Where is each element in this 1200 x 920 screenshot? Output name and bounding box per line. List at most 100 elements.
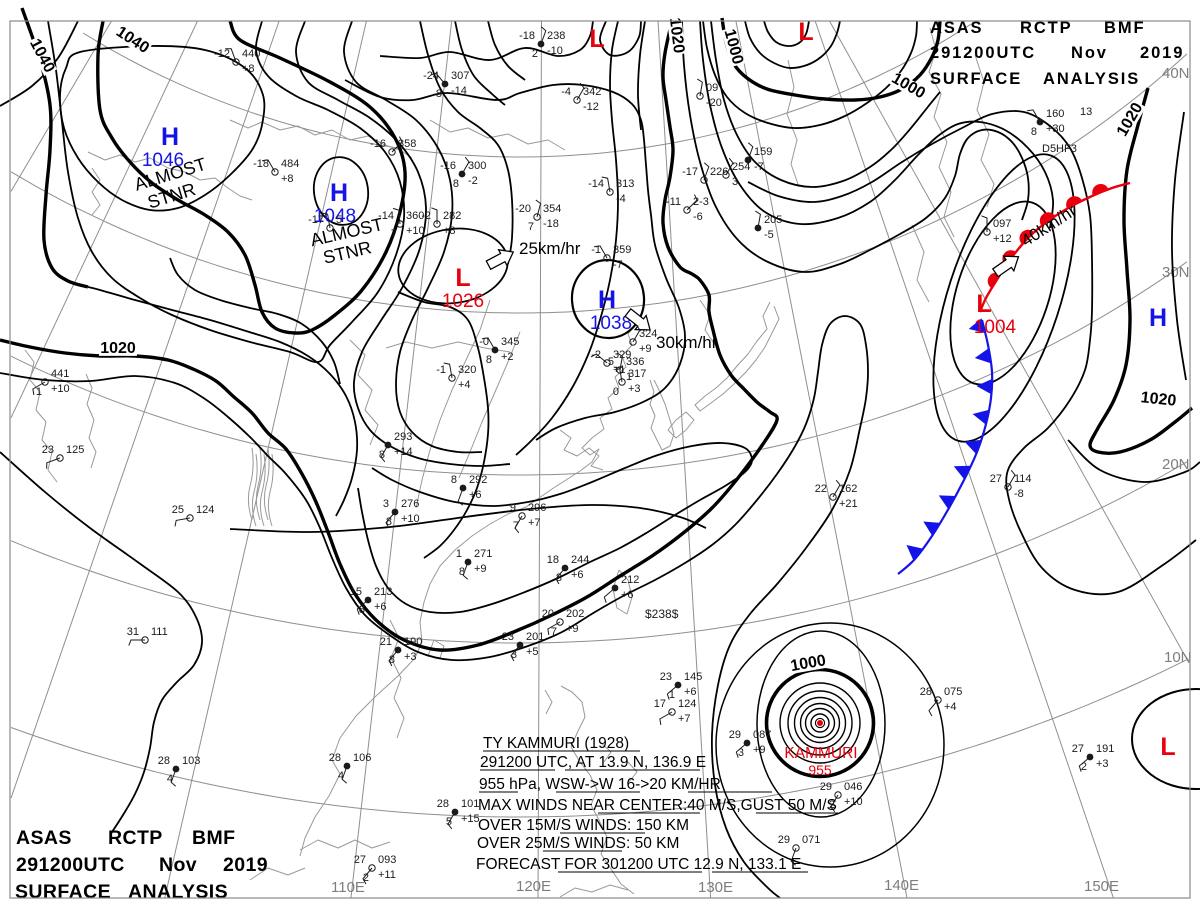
svg-text:SURFACE: SURFACE: [15, 881, 111, 903]
svg-text:OVER 15M/S WINDS: 150 KM: OVER 15M/S WINDS: 150 KM: [478, 817, 689, 834]
svg-text:+1: +1: [613, 364, 626, 376]
svg-text:5: 5: [446, 816, 452, 828]
svg-text:ANALYSIS: ANALYSIS: [128, 881, 228, 903]
svg-text:124: 124: [678, 698, 696, 710]
svg-text:226: 226: [710, 166, 728, 178]
svg-text:046: 046: [844, 781, 862, 793]
svg-text:150E: 150E: [1084, 878, 1119, 895]
svg-text:354: 354: [543, 203, 561, 215]
svg-text:10N: 10N: [1164, 649, 1192, 666]
svg-text:213: 213: [374, 586, 392, 598]
svg-text:-18: -18: [519, 30, 535, 42]
svg-text:5: 5: [608, 356, 614, 368]
svg-text:101: 101: [461, 798, 479, 810]
svg-text:-12: -12: [583, 101, 599, 113]
svg-text:29: 29: [729, 729, 741, 741]
svg-text:359: 359: [613, 244, 631, 256]
svg-text:-5: -5: [764, 229, 774, 241]
svg-text:+6: +6: [621, 589, 634, 601]
svg-text:18: 18: [547, 554, 559, 566]
svg-text:120E: 120E: [516, 878, 551, 895]
svg-text:+2: +2: [501, 351, 514, 363]
svg-text:-14: -14: [588, 178, 604, 190]
svg-text:159: 159: [754, 146, 772, 158]
svg-text:124: 124: [196, 504, 214, 516]
svg-text:1026: 1026: [442, 291, 484, 312]
svg-text:097: 097: [993, 218, 1011, 230]
svg-text:4: 4: [338, 770, 344, 782]
svg-text:2019: 2019: [1140, 44, 1184, 62]
svg-text:+9: +9: [566, 623, 579, 635]
svg-text:BMF: BMF: [1104, 19, 1145, 37]
svg-text:1046: 1046: [142, 150, 184, 171]
svg-text:106: 106: [353, 752, 371, 764]
svg-text:H: H: [598, 286, 616, 314]
svg-text:9: 9: [510, 502, 516, 514]
svg-text:7: 7: [391, 228, 397, 240]
svg-text:130E: 130E: [698, 879, 733, 896]
svg-text:271: 271: [474, 548, 492, 560]
svg-text:-11: -11: [666, 196, 681, 208]
svg-text:-17: -17: [308, 214, 324, 226]
svg-text:8: 8: [486, 354, 492, 366]
svg-text:345: 345: [501, 336, 519, 348]
svg-text:2019: 2019: [223, 854, 268, 876]
svg-text:22: 22: [815, 483, 827, 495]
svg-text:+10: +10: [406, 225, 425, 237]
svg-text:8: 8: [379, 449, 385, 461]
svg-text:KAMMURI: KAMMURI: [784, 745, 857, 762]
svg-text:+8: +8: [443, 225, 456, 237]
svg-text:1000: 1000: [789, 652, 827, 675]
svg-text:1020: 1020: [666, 17, 687, 55]
svg-text:291200 UTC, AT 13.9 N, 136.9 E: 291200 UTC, AT 13.9 N, 136.9 E: [480, 754, 706, 771]
svg-text:29: 29: [820, 781, 832, 793]
svg-text:2: 2: [532, 48, 538, 60]
svg-text:+9: +9: [753, 744, 766, 756]
svg-text:25km/hr: 25km/hr: [519, 239, 581, 258]
svg-text:-7: -7: [754, 161, 764, 173]
svg-text:162: 162: [839, 483, 857, 495]
svg-text:317: 317: [628, 368, 646, 380]
svg-text:075: 075: [944, 686, 962, 698]
svg-text:-14: -14: [378, 210, 394, 222]
svg-text:+9: +9: [639, 343, 652, 355]
svg-text:8: 8: [386, 516, 392, 528]
svg-text:190: 190: [404, 636, 422, 648]
svg-text:1004: 1004: [974, 317, 1017, 338]
svg-text:336: 336: [626, 356, 644, 368]
svg-text:7: 7: [528, 221, 534, 233]
svg-text:25: 25: [172, 504, 184, 516]
svg-text:3: 3: [738, 747, 744, 759]
svg-text:H: H: [1149, 304, 1167, 332]
svg-text:28: 28: [437, 798, 449, 810]
svg-text:30km/hr: 30km/hr: [656, 333, 718, 352]
svg-text:L: L: [589, 25, 604, 53]
svg-text:+7: +7: [678, 713, 691, 725]
svg-text:+8: +8: [281, 173, 294, 185]
svg-text:-1: -1: [436, 364, 446, 376]
svg-text:2: 2: [1081, 761, 1087, 773]
svg-text:+4: +4: [458, 379, 471, 391]
svg-text:15: 15: [350, 586, 362, 598]
svg-text:140E: 140E: [884, 877, 919, 894]
svg-text:OVER 25M/S WINDS: 50 KM: OVER 25M/S WINDS: 50 KM: [477, 835, 679, 852]
svg-text:2-3: 2-3: [693, 196, 709, 208]
svg-text:+6: +6: [571, 569, 584, 581]
svg-text:+30: +30: [1046, 123, 1065, 135]
svg-text:30N: 30N: [1162, 264, 1190, 281]
svg-text:-7: -7: [613, 259, 623, 271]
svg-text:276: 276: [401, 498, 419, 510]
svg-text:8: 8: [556, 572, 562, 584]
svg-text:FORECAST FOR 301200 UTC 12.9 N: FORECAST FOR 301200 UTC 12.9 N, 133.1 E: [476, 856, 801, 873]
svg-text:313: 313: [616, 178, 634, 190]
svg-text:205: 205: [764, 214, 782, 226]
svg-text:+5: +5: [526, 646, 539, 658]
svg-text:RCTP: RCTP: [1020, 19, 1073, 37]
svg-text:+6: +6: [684, 686, 697, 698]
svg-text:TY KAMMURI (1928): TY KAMMURI (1928): [483, 735, 629, 752]
svg-text:324: 324: [639, 328, 657, 340]
svg-text:+9: +9: [474, 563, 487, 575]
svg-text:1020: 1020: [100, 340, 136, 357]
svg-text:292: 292: [469, 474, 487, 486]
svg-text:293: 293: [394, 431, 412, 443]
